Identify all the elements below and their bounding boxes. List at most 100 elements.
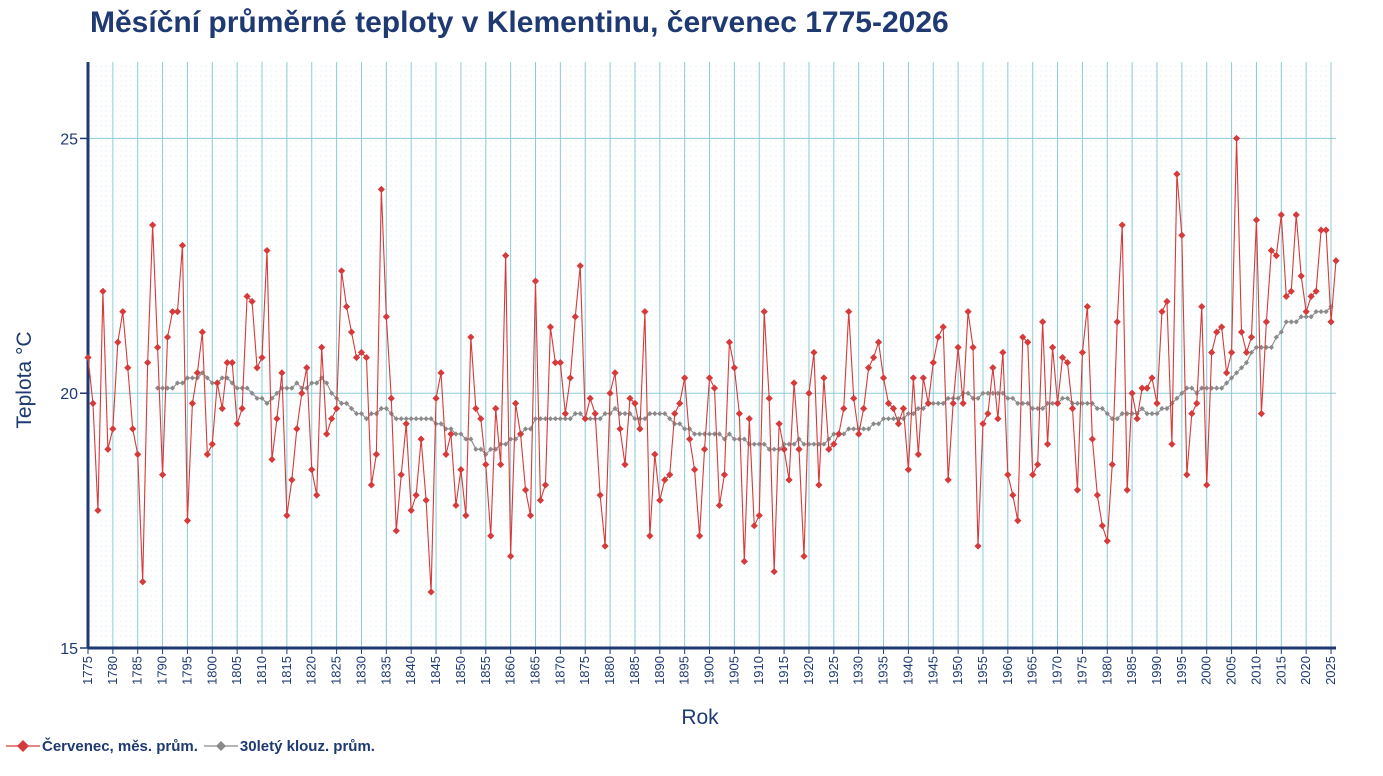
monthly-data-point (1103, 537, 1111, 545)
monthly-data-point (631, 399, 639, 408)
rolling-data-point (338, 400, 345, 407)
monthly-data-point (770, 567, 778, 576)
monthly-data-point (183, 517, 192, 525)
rolling-data-point (289, 385, 295, 391)
monthly-data-point (551, 359, 559, 367)
monthly-data-point (686, 435, 694, 443)
legend-item-rolling[interactable]: 30letý klouz. prům. (203, 736, 375, 756)
monthly-data-point (313, 491, 321, 499)
rolling-data-point (975, 395, 981, 401)
rolling-data-point (329, 390, 335, 396)
monthly-data-point (646, 532, 654, 540)
monthly-data-point (1153, 399, 1161, 408)
monthly-data-point (1242, 348, 1251, 357)
rolling-data-point (1323, 309, 1329, 315)
monthly-data-point (790, 379, 798, 387)
monthly-data-point (760, 308, 768, 316)
rolling-data-point (363, 416, 370, 422)
x-tick-label: 1840 (403, 656, 418, 685)
monthly-data-point (855, 430, 863, 438)
monthly-data-point (531, 277, 540, 285)
monthly-data-point (1332, 257, 1340, 265)
rolling-data-point (940, 400, 946, 407)
rolling-data-point (1189, 385, 1195, 391)
monthly-data-point (1178, 231, 1186, 239)
monthly-data-point (1203, 481, 1211, 489)
monthly-data-point (586, 394, 594, 402)
monthly-data-point (154, 343, 162, 351)
rolling-data-point (522, 426, 529, 432)
rolling-data-point (1243, 360, 1250, 366)
monthly-data-point (168, 308, 177, 316)
monthly-data-point (427, 588, 435, 596)
monthly-data-point (1009, 491, 1017, 499)
monthly-data-point (238, 404, 246, 413)
rolling-data-point (831, 431, 837, 437)
y-axis-label: Teplota °C (13, 331, 36, 428)
rolling-data-point (701, 431, 708, 437)
rolling-data-point (552, 416, 558, 422)
rolling-data-point (468, 436, 474, 442)
monthly-data-point (457, 466, 465, 474)
rolling-data-point (632, 416, 638, 422)
monthly-data-point (1327, 318, 1335, 326)
rolling-data-point (184, 375, 191, 381)
rolling-data-point (1030, 405, 1036, 412)
monthly-data-point (884, 399, 893, 408)
rolling-data-point (696, 431, 703, 437)
rolling-data-point (508, 436, 514, 442)
monthly-data-point (144, 359, 152, 367)
monthly-data-point (576, 262, 584, 270)
x-tick-label: 1790 (155, 656, 170, 685)
monthly-data-point (233, 420, 241, 428)
monthly-data-point (94, 506, 102, 515)
rolling-data-point (438, 421, 444, 427)
rolling-data-point (1233, 370, 1240, 376)
monthly-data-point (1024, 338, 1032, 346)
monthly-data-point (462, 511, 470, 520)
rolling-data-point (900, 416, 907, 422)
rolling-data-point (488, 446, 494, 452)
rolling-data-point (448, 426, 454, 432)
monthly-data-point (1163, 297, 1171, 306)
chart-title: Měsíční průměrné teploty v Klementinu, č… (90, 6, 949, 39)
rolling-data-point (990, 390, 996, 396)
rolling-data-point (358, 411, 365, 417)
rolling-data-point (368, 411, 375, 417)
legend-item-monthly[interactable]: Červenec, měs. prům. (6, 736, 198, 756)
monthly-data-point (1078, 348, 1087, 357)
x-tick-label: 1925 (826, 656, 841, 685)
monthly-data-point (1213, 328, 1221, 336)
monthly-data-point (472, 404, 480, 413)
rolling-data-point (463, 436, 469, 442)
rolling-data-point (1248, 349, 1255, 356)
monthly-data-point (1317, 226, 1325, 234)
rolling-data-point (1005, 395, 1011, 401)
monthly-data-point (377, 185, 385, 193)
rolling-data-point (1298, 314, 1304, 320)
monthly-data-point (1093, 491, 1101, 499)
monthly-data-point (979, 420, 987, 428)
monthly-data-point (452, 501, 460, 509)
monthly-data-point (258, 353, 266, 362)
monthly-data-point (342, 302, 351, 311)
monthly-data-point (636, 425, 644, 433)
rolling-data-point (164, 385, 171, 391)
x-tick-label: 1830 (353, 656, 368, 685)
rolling-data-point (572, 411, 578, 417)
rolling-data-point (1209, 385, 1215, 391)
rolling-data-point (995, 390, 1001, 396)
rolling-data-point (547, 416, 554, 422)
monthly-data-point (124, 364, 132, 372)
rolling-data-point (1010, 395, 1016, 401)
monthly-data-point (939, 323, 947, 331)
monthly-data-point (521, 486, 530, 494)
monthly-data-point (1232, 134, 1241, 143)
rolling-data-point (841, 431, 847, 437)
monthly-data-point (681, 374, 689, 382)
monthly-data-point (1237, 328, 1246, 336)
monthly-data-point (119, 308, 127, 316)
x-tick-label: 1850 (453, 656, 468, 685)
x-tick-label: 1810 (254, 656, 269, 685)
x-tick-label: 1855 (478, 656, 493, 685)
